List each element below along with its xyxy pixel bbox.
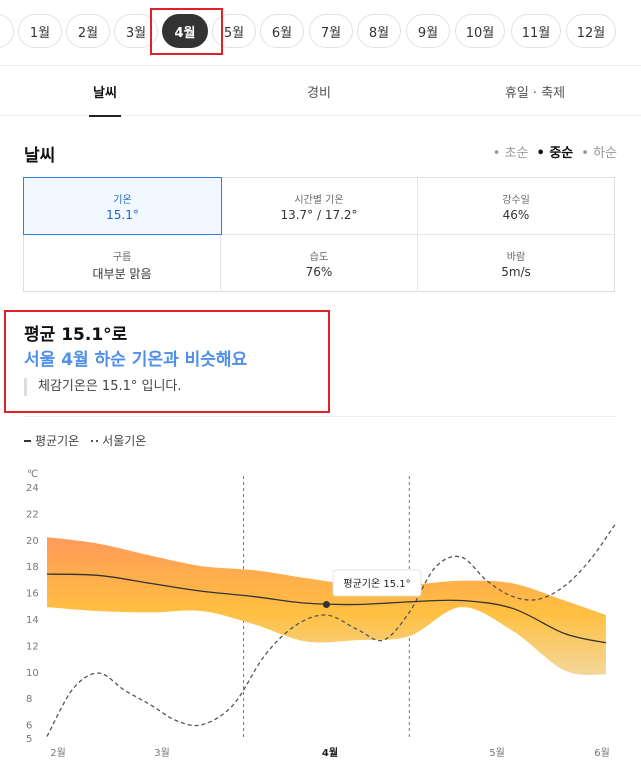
section-title: 날씨	[24, 146, 56, 166]
summary-average: 평균 15.1°로	[24, 325, 128, 345]
y-tick-label: 6	[26, 721, 32, 732]
selected-month-highlight	[150, 8, 223, 55]
legend-item-seoul: 서울기온	[91, 432, 146, 449]
stat-humidity[interactable]: 습도 76%	[221, 235, 418, 292]
stat-value: 15.1°	[106, 208, 139, 222]
y-tick-label: 24	[26, 483, 39, 494]
stat-cloud[interactable]: 구름 대부분 맑음	[24, 235, 221, 292]
month-pill[interactable]: 11월	[511, 14, 561, 48]
y-tick-label: 16	[26, 589, 39, 600]
month-pill-partial[interactable]	[0, 14, 14, 48]
month-pill[interactable]: 8월	[357, 14, 401, 48]
stat-value: 5m/s	[501, 265, 531, 279]
month-pill[interactable]: 10월	[455, 14, 505, 48]
y-tick-label: 22	[26, 509, 39, 520]
stat-wind[interactable]: 바람 5m/s	[418, 235, 614, 292]
y-tick-label: 5	[26, 734, 32, 745]
summary-highlight	[4, 310, 330, 413]
stat-label: 바람	[506, 252, 526, 263]
x-tick-label: 5월	[489, 747, 505, 759]
month-pill[interactable]: 1월	[18, 14, 62, 48]
current-point-marker[interactable]	[322, 600, 330, 608]
chart-legend: 평균기온 서울기온	[24, 432, 146, 449]
stat-label: 시간별 기온	[294, 195, 344, 206]
stat-value: 13.7° / 17.2°	[280, 208, 358, 222]
tooltip-text: 평균기온 15.1°	[343, 578, 410, 590]
stat-hourly-temperature[interactable]: 시간별 기온 13.7° / 17.2°	[221, 178, 418, 235]
divider	[24, 416, 616, 417]
stat-value: 대부분 맑음	[92, 267, 152, 281]
stat-label: 습도	[309, 252, 329, 263]
stat-temperature[interactable]: 기온 15.1°	[23, 177, 222, 235]
month-pill[interactable]: 2월	[66, 14, 110, 48]
legend-dashed-line-icon	[91, 439, 99, 442]
stat-label: 기온	[113, 195, 132, 206]
tab-holiday-festival[interactable]: 휴일 · 축제	[504, 85, 566, 101]
month-pill[interactable]: 9월	[406, 14, 450, 48]
y-tick-label: 10	[26, 668, 39, 679]
period-option-selected[interactable]: • 중순	[536, 146, 574, 161]
summary-comparison: 서울 4월 하순 기온과 비슷해요	[24, 350, 248, 370]
summary-feels-like: 체감기온은 15.1° 입니다.	[24, 378, 182, 396]
tooltip-box	[332, 569, 422, 597]
month-pill[interactable]: 5월	[212, 14, 256, 48]
month-pill[interactable]: 12월	[566, 14, 616, 48]
seoul-temp-line	[46, 522, 617, 737]
stat-label: 구름	[112, 252, 132, 263]
x-tick-label: 2월	[50, 747, 66, 759]
y-tick-label: 12	[26, 641, 39, 652]
chart-tooltip: 평균기온 15.1°	[332, 569, 422, 597]
month-pill[interactable]: 6월	[260, 14, 304, 48]
tab-bar: 날씨 경비 휴일 · 축제	[0, 66, 641, 117]
temperature-chart: ℃ 5 6 8 10 12 14 16 18 20 22 24 평균기온 15.1° 2월 3월 4월 5…	[26, 469, 617, 759]
stat-rain-days[interactable]: 강수일 46%	[418, 178, 614, 235]
x-tick-label: 3월	[154, 747, 170, 759]
tab-expense[interactable]: 경비	[307, 85, 331, 101]
period-selector: • 초순 • 중순 • 하순	[493, 142, 617, 161]
x-tick-label: 4월	[322, 747, 338, 759]
legend-solid-line-icon	[24, 439, 31, 442]
y-tick-label: 20	[26, 536, 39, 547]
tab-weather[interactable]: 날씨	[0, 66, 210, 117]
y-tick-label: 8	[26, 694, 32, 705]
month-pill-selected[interactable]: 4월	[162, 14, 208, 48]
legend-item-avg: 평균기온	[24, 432, 79, 449]
stat-value: 46%	[502, 208, 530, 222]
period-option[interactable]: • 하순	[581, 146, 617, 161]
stat-label: 강수일	[502, 195, 530, 206]
period-option[interactable]: • 초순	[492, 146, 529, 161]
avg-temp-line	[46, 573, 607, 644]
weather-stats-grid: 기온 15.1° 시간별 기온 13.7° / 17.2° 강수일 46% 구름…	[23, 177, 615, 292]
month-pill[interactable]: 7월	[309, 14, 353, 48]
legend-label: 서울기온	[102, 434, 147, 448]
y-axis-unit: ℃	[27, 469, 38, 480]
month-selector: 1월 2월 3월 4월 5월 6월 7월 8월 9월 10월 11월 12월	[0, 0, 641, 66]
stat-value: 76%	[305, 265, 333, 279]
x-tick-label: 6월	[594, 747, 610, 759]
y-tick-label: 14	[26, 615, 39, 626]
y-tick-label: 18	[26, 562, 39, 573]
legend-label: 평균기온	[35, 434, 80, 448]
